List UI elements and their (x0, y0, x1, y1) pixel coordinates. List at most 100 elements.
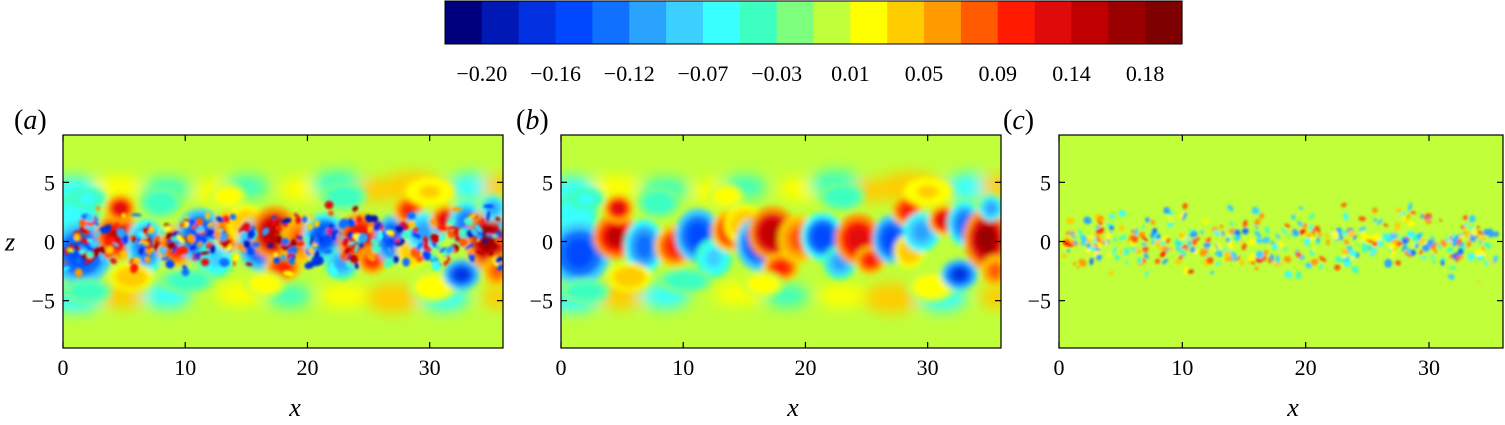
contour-fluctuation (1154, 258, 1161, 264)
contour-fluctuation (1095, 225, 1100, 230)
colorbar-tick-label: −0.07 (677, 61, 728, 86)
contour-fluctuation (270, 220, 277, 227)
contour-fluctuation (120, 234, 129, 245)
contour-fluctuation (324, 200, 334, 210)
contour-fluctuation (1384, 233, 1390, 238)
contour-fluctuation (189, 244, 197, 251)
contour-fluctuation (1386, 238, 1393, 242)
contour-fluctuation (1247, 238, 1256, 246)
contour-fluctuation (1308, 224, 1314, 231)
contour-fluctuation (261, 227, 270, 236)
contour-fluctuation (1143, 251, 1148, 259)
contour-fluctuation (1291, 214, 1296, 220)
contour-halo (817, 284, 867, 308)
contour-fluctuation (1493, 255, 1498, 264)
contour-fluctuation (76, 257, 81, 265)
contour-fluctuation (1073, 241, 1078, 245)
contour-fluctuation (1477, 281, 1481, 284)
contour-fluctuation (436, 245, 441, 250)
x-tick-label: 10 (672, 355, 694, 380)
contour-fluctuation (186, 233, 196, 244)
contour-fluctuation (1216, 242, 1223, 250)
contour-halo (319, 284, 369, 308)
contour-fluctuation (411, 231, 421, 239)
contour-fluctuation (114, 222, 119, 230)
contour-fluctuation (1275, 233, 1281, 240)
panel-tag: (b) (516, 105, 549, 136)
contour-fluctuation (1186, 240, 1193, 248)
contour-fluctuation (1175, 238, 1180, 243)
contour-fluctuation (407, 211, 416, 220)
contour-fluctuation (1343, 212, 1349, 221)
contour-fluctuation (1095, 254, 1102, 261)
contour-fluctuation (116, 228, 126, 238)
contour-fluctuation (367, 225, 373, 234)
contour-fluctuation (132, 257, 141, 264)
contour-fluctuation (1151, 239, 1155, 245)
contour-fluctuation (371, 245, 381, 254)
contour-fluctuation (1292, 228, 1299, 236)
contour-fluctuation (1199, 248, 1209, 257)
contour-fluctuation (1430, 235, 1436, 243)
contour-fluctuation (1297, 220, 1304, 227)
contour-fluctuation (1384, 258, 1393, 268)
contour-fluctuation (160, 229, 166, 236)
contour-fluctuation (475, 250, 485, 255)
colorbar-swatch (666, 1, 704, 44)
contour-fluctuation (1303, 237, 1311, 245)
contour-fluctuation (1182, 265, 1188, 273)
colorbar-swatch (629, 1, 667, 44)
contour-fluctuation (480, 218, 485, 224)
contour-fluctuation (195, 226, 206, 233)
contour-fluctuation (1425, 219, 1432, 225)
y-tick-label: 0 (1040, 230, 1051, 255)
contour-fluctuation (369, 255, 376, 262)
contour-fluctuation (446, 245, 454, 254)
contour-fluctuation (110, 258, 117, 265)
contour-region (76, 285, 99, 298)
contour-region (565, 239, 593, 268)
contour-fluctuation (1066, 249, 1070, 253)
contour-fluctuation (1168, 246, 1174, 252)
contour-fluctuation (1108, 270, 1115, 277)
contour-fluctuation (1325, 233, 1330, 239)
contour-fluctuation (1409, 249, 1416, 256)
panel-tag: (a) (14, 105, 47, 136)
contour-fluctuation (491, 234, 498, 238)
contour-fluctuation (205, 244, 211, 249)
contour-fluctuation (79, 237, 89, 245)
contour-fluctuation (341, 237, 350, 246)
contour-fluctuation (1401, 243, 1407, 252)
contour-region (847, 227, 869, 251)
y-axis-label: z (4, 228, 15, 257)
contour-fluctuation (1283, 246, 1287, 252)
contour-fluctuation (1396, 207, 1402, 215)
contour-fluctuation (1483, 242, 1492, 249)
contour-fluctuation (137, 238, 141, 243)
x-tick-label: 0 (58, 355, 69, 380)
contour-fluctuation (280, 255, 287, 262)
contour-fluctuation (1284, 270, 1292, 279)
contour-fluctuation (1108, 225, 1114, 230)
contour-fluctuation (1395, 260, 1402, 266)
contour-fluctuation (131, 236, 137, 243)
contour-fluctuation (495, 216, 501, 223)
contour-fluctuation (199, 251, 210, 255)
contour-region (761, 220, 784, 246)
contour-fluctuation (1119, 249, 1124, 255)
contour-fluctuation (1344, 239, 1349, 245)
contour-fluctuation (79, 221, 85, 227)
contour-fluctuation (242, 222, 251, 232)
contour-fluctuation (1215, 261, 1221, 266)
contour-fluctuation (251, 242, 261, 248)
contour-fluctuation (1394, 222, 1402, 228)
contour-fluctuation (1440, 239, 1448, 248)
contour-fluctuation (414, 217, 419, 221)
contour-fluctuation (1480, 235, 1487, 242)
contour-fluctuation (1203, 260, 1209, 267)
contour-fluctuation (1150, 232, 1155, 239)
contour-region (334, 190, 355, 204)
contour-fluctuation (1270, 241, 1274, 245)
x-tick-label: 10 (1171, 355, 1193, 380)
contour-fluctuation (1228, 228, 1236, 234)
